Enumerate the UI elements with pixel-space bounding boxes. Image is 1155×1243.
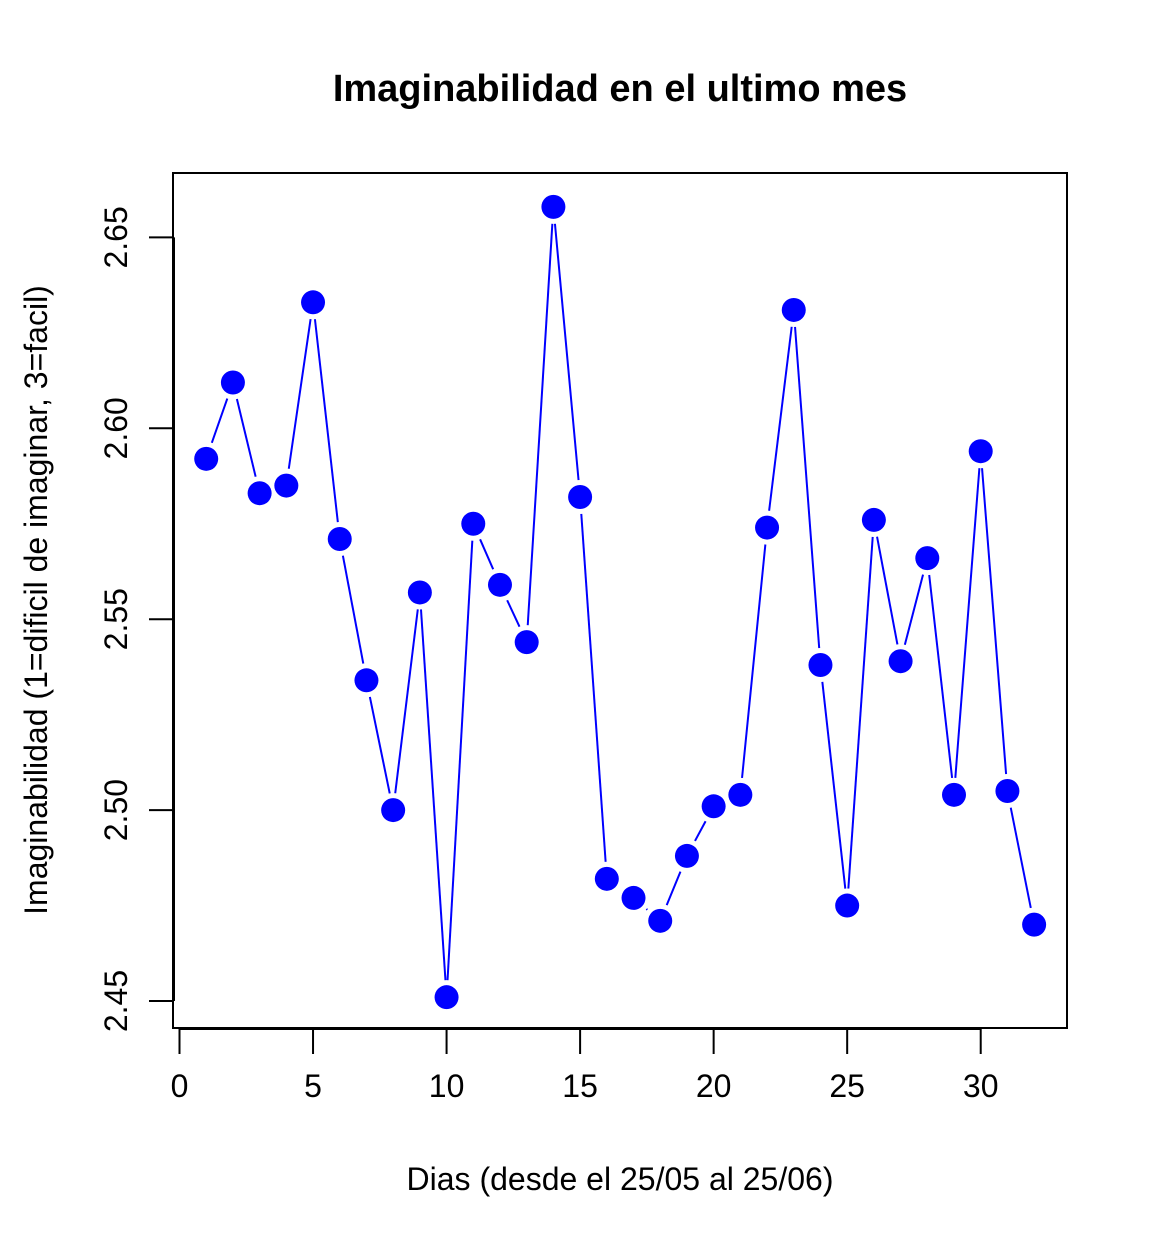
data-point <box>915 546 940 571</box>
series-segment <box>981 468 1008 775</box>
data-point <box>568 485 593 510</box>
series-segment <box>419 609 447 981</box>
series-segment <box>313 319 339 523</box>
data-point <box>274 473 299 498</box>
series-segment <box>368 696 391 794</box>
y-tick-label: 2.55 <box>98 588 134 650</box>
data-point <box>701 794 726 819</box>
series-segment <box>287 318 312 469</box>
x-tick-label: 25 <box>829 1068 865 1104</box>
series-segment <box>580 513 607 862</box>
chart-title: Imaginabilidad en el ultimo mes <box>333 68 907 110</box>
series-segment <box>210 398 229 444</box>
data-point <box>1022 912 1047 937</box>
series-segment <box>235 398 257 477</box>
series-segment <box>506 599 521 628</box>
data-point <box>942 782 967 807</box>
series-layer <box>194 194 1047 1010</box>
x-tick-label: 0 <box>171 1068 189 1104</box>
data-point <box>541 194 566 219</box>
series-segment <box>526 223 554 626</box>
series-segment <box>645 908 648 911</box>
data-point <box>461 511 486 536</box>
data-point <box>621 885 646 910</box>
data-point <box>808 653 833 678</box>
data-point <box>301 290 326 315</box>
series-segment <box>903 574 925 645</box>
data-point <box>247 481 272 506</box>
x-tick-label: 10 <box>429 1068 465 1104</box>
data-point <box>434 985 459 1010</box>
y-axis-label: Imaginabilidad (1=dificil de imaginar, 3… <box>18 285 54 915</box>
data-point <box>781 297 806 322</box>
x-axis: 0 5 10 15 20 25 30 <box>171 1028 999 1104</box>
series-segment <box>876 536 899 645</box>
data-point <box>594 866 619 891</box>
series-segment <box>694 820 707 842</box>
series-segment <box>1009 807 1032 909</box>
series-segment <box>341 555 365 664</box>
y-axis: 2.45 2.50 2.55 2.60 2.65 <box>98 206 175 1032</box>
data-point <box>995 779 1020 804</box>
data-point <box>968 439 993 464</box>
series-segment <box>741 544 767 779</box>
x-tick-label: 5 <box>304 1068 322 1104</box>
data-point <box>514 630 539 655</box>
series-segment <box>821 681 847 889</box>
series-segment <box>768 326 793 511</box>
series-segment <box>479 538 495 570</box>
x-tick-label: 20 <box>696 1068 732 1104</box>
x-tick-label: 30 <box>963 1068 999 1104</box>
y-tick-label: 2.60 <box>98 397 134 459</box>
data-point <box>327 527 352 552</box>
series-segment <box>665 871 682 906</box>
x-tick-label: 15 <box>562 1068 598 1104</box>
series-segment <box>794 326 821 649</box>
data-point <box>194 446 219 471</box>
data-point <box>381 798 406 823</box>
y-tick-label: 2.50 <box>98 779 134 841</box>
data-point <box>407 580 432 605</box>
series-segment <box>847 536 874 889</box>
data-point <box>354 668 379 693</box>
data-point <box>861 507 886 532</box>
data-point <box>835 893 860 918</box>
series-segment <box>446 540 474 981</box>
data-point <box>648 908 673 933</box>
data-point <box>220 370 245 395</box>
series-segment <box>394 609 419 794</box>
series-segment <box>954 468 981 778</box>
data-point <box>487 572 512 597</box>
data-point <box>728 782 753 807</box>
y-tick-label: 2.45 <box>98 970 134 1032</box>
data-point <box>888 649 913 674</box>
series-segment <box>553 223 580 481</box>
data-point <box>755 515 780 540</box>
series-segment <box>928 574 954 779</box>
x-axis-label: Dias (desde el 25/05 al 25/06) <box>407 1161 834 1197</box>
y-tick-label: 2.65 <box>98 206 134 268</box>
data-point <box>674 843 699 868</box>
